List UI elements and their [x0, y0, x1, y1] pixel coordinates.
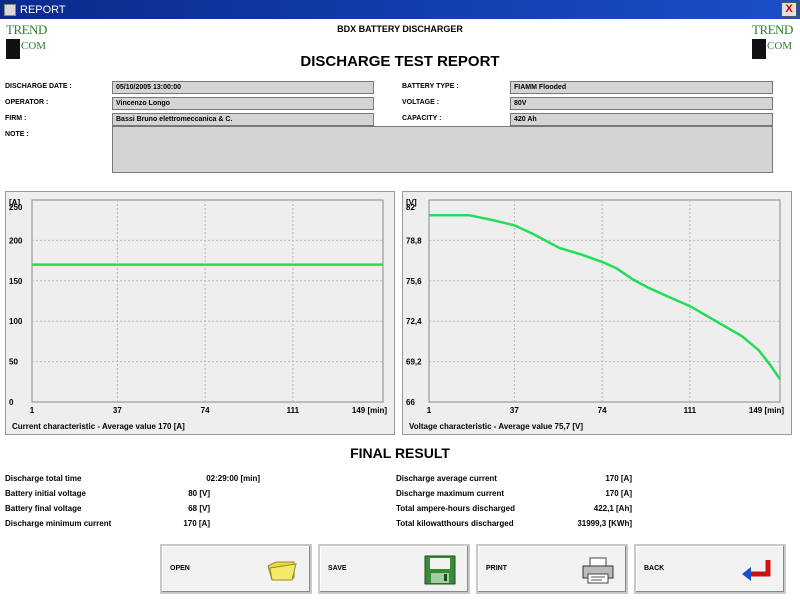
result-label: Battery final voltage [5, 504, 82, 513]
capacity-field: 420 Ah [510, 113, 773, 126]
x-tick-label: 37 [510, 406, 519, 415]
window-title: REPORT [20, 3, 66, 16]
window-titlebar: REPORT X [0, 0, 800, 19]
y-unit-label: [A] [9, 198, 20, 207]
printer-icon [582, 557, 614, 584]
y-tick-label: 66 [406, 398, 415, 407]
app-icon [4, 3, 16, 16]
current-chart: 1 37 74 111 149 [min] 250 200 150 100 50 0 [A] [9, 198, 387, 415]
floppy-disk-icon [424, 555, 456, 585]
result-value: 68 [V] [188, 504, 210, 513]
print-button[interactable]: PRINT [476, 544, 628, 594]
result-value: 422,1 [Ah] [593, 504, 632, 513]
result-value: 170 [A] [183, 519, 210, 528]
firm-label: FIRM : [5, 115, 27, 122]
voltage-chart-caption: Voltage characteristic - Average value 7… [409, 422, 584, 431]
report-title: DISCHARGE TEST REPORT [300, 53, 500, 70]
y-tick-label: 0 [9, 398, 14, 407]
voltage-field: 80V [510, 97, 773, 110]
app-title: BDX BATTERY DISCHARGER [337, 24, 463, 34]
result-value: 170 [A] [605, 474, 632, 483]
result-label: Total ampere-hours discharged [396, 504, 515, 513]
operator-label: OPERATOR : [5, 99, 49, 106]
save-button[interactable]: SAVE [318, 544, 470, 594]
y-unit-label: [V] [406, 198, 417, 207]
y-tick-label: 75,6 [406, 277, 422, 286]
y-tick-label: 50 [9, 358, 18, 367]
x-tick-label: 37 [113, 406, 122, 415]
y-tick-label: 100 [9, 317, 23, 326]
save-button-label: SAVE [328, 565, 347, 572]
result-label: Discharge total time [5, 474, 82, 483]
final-result-title: FINAL RESULT [350, 445, 450, 461]
result-label: Battery initial voltage [5, 489, 86, 498]
x-tick-label: 74 [201, 406, 210, 415]
result-value: 02:29:00 [min] [206, 474, 260, 483]
close-button[interactable]: X [781, 2, 797, 17]
print-button-label: PRINT [486, 565, 507, 572]
x-tick-label: 149 [min] [352, 406, 387, 415]
result-value: 80 [V] [188, 489, 210, 498]
plot-area [31, 199, 384, 403]
x-tick-label: 111 [287, 406, 300, 415]
voltage-label: VOLTAGE : [402, 99, 440, 106]
current-chart-panel: 1 37 74 111 149 [min] 250 200 150 100 50 0 [A] Curr… [5, 191, 395, 435]
series-line [429, 213, 782, 381]
y-tick-label: 82 [406, 203, 415, 212]
result-label: Discharge minimum current [5, 519, 112, 528]
x-tick-label: 1 [427, 406, 432, 415]
open-button-label: OPEN [170, 565, 190, 572]
note-field [112, 126, 773, 173]
result-label: Discharge average current [396, 474, 497, 483]
operator-field: Vincenzo Longo [112, 97, 374, 110]
y-tick-label: 200 [9, 236, 23, 245]
discharge-date-field: 05/10/2005 13:00:00 [112, 81, 374, 94]
current-chart-caption: Current characteristic - Average value 1… [12, 422, 185, 431]
firm-field: Bassi Bruno elettromeccanica & C. [112, 113, 374, 126]
battery-type-field: FIAMM Flooded [510, 81, 773, 94]
result-value: 170 [A] [605, 489, 632, 498]
voltage-chart-panel: 1 37 74 111 149 [min] 82 78,8 75,6 72,4 69,2 66 [V]… [402, 191, 792, 435]
trendcom-logo-right: TREND COM [752, 22, 794, 62]
folder-icon [267, 561, 297, 581]
return-arrow-icon [742, 560, 771, 581]
battery-type-label: BATTERY TYPE : [402, 83, 459, 90]
plot-area [428, 199, 781, 403]
back-button-label: BACK [644, 565, 665, 572]
note-label: NOTE : [5, 131, 29, 138]
trendcom-logo-left: TREND COM [6, 22, 48, 62]
result-label: Discharge maximum current [396, 489, 505, 498]
y-tick-label: 250 [9, 203, 23, 212]
y-tick-label: 150 [9, 277, 23, 286]
voltage-chart: 1 37 74 111 149 [min] 82 78,8 75,6 72,4 69,2 66 [V] [406, 198, 784, 415]
result-label: Total kilowatthours discharged [396, 519, 514, 528]
y-tick-label: 69,2 [406, 358, 422, 367]
x-tick-label: 149 [min] [749, 406, 784, 415]
x-tick-label: 1 [30, 406, 35, 415]
capacity-label: CAPACITY : [402, 115, 442, 122]
y-tick-label: 78,8 [406, 236, 422, 245]
back-button[interactable]: BACK [634, 544, 786, 594]
discharge-date-label: DISCHARGE DATE : [5, 83, 72, 90]
result-value: 31999,3 [KWh] [577, 519, 632, 528]
open-button[interactable]: OPEN [160, 544, 312, 594]
x-tick-label: 111 [684, 406, 697, 415]
x-tick-label: 74 [598, 406, 607, 415]
y-tick-label: 72,4 [406, 317, 422, 326]
